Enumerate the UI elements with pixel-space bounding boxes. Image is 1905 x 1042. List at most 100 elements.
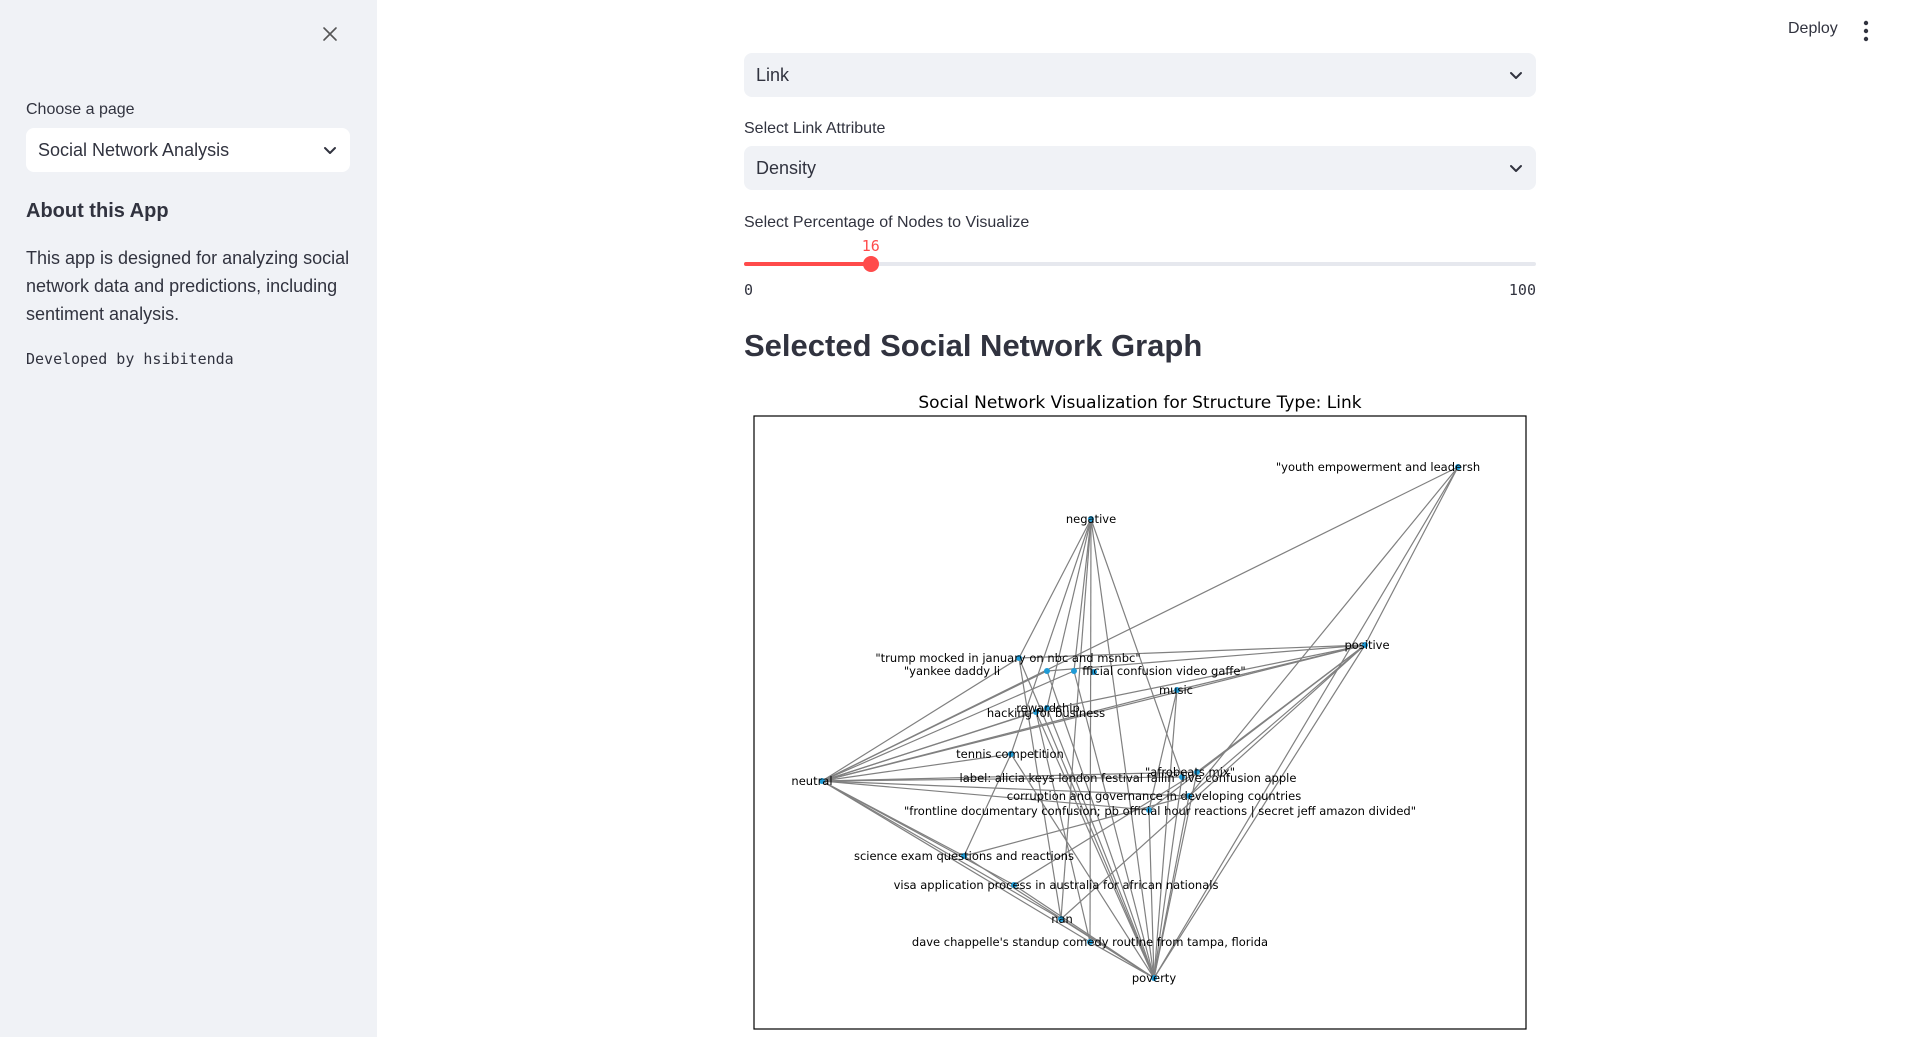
close-icon[interactable] — [318, 22, 342, 46]
graph-edge — [1153, 644, 1366, 979]
graph-node-yankee — [1044, 668, 1050, 674]
graph-edge — [1089, 518, 1092, 943]
percentage-slider[interactable] — [744, 256, 1536, 272]
graph-edge — [1188, 466, 1459, 797]
graph-edge — [1188, 644, 1366, 797]
graph-node-label: "youth empowerment and leadersh — [1276, 460, 1480, 474]
network-graph-figure: Social Network Visualization for Structu… — [744, 388, 1536, 1037]
graph-edge — [1153, 795, 1190, 979]
graph-node-label: label: alicia keys london festival falli… — [960, 771, 1297, 785]
graph-node-corruption — [1186, 793, 1192, 799]
graph-edge — [1073, 518, 1092, 672]
graph-node-rewardship — [1044, 705, 1050, 711]
graph-edge — [1013, 771, 1198, 886]
slider-max-label: 100 — [1508, 281, 1536, 299]
link-attribute-select[interactable]: Density — [744, 146, 1536, 190]
graph-node-label: negative — [1066, 512, 1116, 526]
more-vertical-icon[interactable] — [1858, 18, 1874, 44]
graph-edge — [1018, 518, 1092, 659]
graph-edge — [1153, 466, 1459, 979]
chevron-down-icon — [1508, 67, 1524, 83]
graph-edge — [821, 780, 1190, 797]
graph-edge — [1176, 644, 1366, 691]
graph-node-afrobeats — [1194, 769, 1200, 775]
graph-title: Social Network Visualization for Structu… — [918, 393, 1361, 413]
graph-edge — [1046, 670, 1155, 979]
graph-node-youth — [1455, 464, 1461, 470]
graph-node-label: corruption and governance in developing … — [1007, 789, 1301, 803]
graph-edge — [821, 780, 1062, 920]
graph-edge — [1089, 941, 1155, 979]
graph-node-label: neutral — [791, 774, 832, 788]
graph-node-positive — [1362, 642, 1368, 648]
sidebar: Choose a page Social Network Analysis Ab… — [0, 0, 377, 1037]
graph-edge — [1060, 644, 1366, 920]
graph-frame — [753, 415, 1527, 1030]
graph-edge — [1148, 809, 1155, 979]
graph-node-music — [1174, 687, 1180, 693]
slider-min-label: 0 — [744, 281, 754, 299]
chevron-down-icon — [1508, 160, 1524, 176]
slider-thumb[interactable] — [862, 256, 879, 272]
graph-node-label: dave chappelle's standup comedy routine … — [912, 935, 1268, 949]
graph-edge — [1018, 657, 1155, 979]
graph-edge — [1046, 518, 1092, 709]
graph-edge — [963, 795, 1190, 857]
graph-node-blank1 — [1071, 668, 1077, 674]
graph-edge — [821, 780, 1091, 943]
graph-node-tennis — [1008, 751, 1014, 757]
graph-node-label: science exam questions and reactions — [854, 849, 1074, 863]
graph-node-label: fficial confusion video gaffe" — [1082, 664, 1245, 678]
graph-node-label: nan — [1051, 912, 1073, 926]
graph-node-hacking — [1033, 709, 1039, 715]
graph-node-trump — [1016, 655, 1022, 661]
graph-edge — [1035, 644, 1366, 713]
developer-credit: Developed by hsibitenda — [26, 350, 234, 368]
percentage-label: Select Percentage of Nodes to Visualize — [744, 214, 1030, 231]
graph-edge — [1364, 466, 1459, 646]
graph-node-label: hacking for business — [987, 706, 1105, 720]
about-text: This app is designed for analyzing socia… — [26, 248, 350, 324]
graph-edge — [821, 711, 1037, 782]
graph-edge — [821, 780, 1150, 811]
graph-heading: Selected Social Network Graph — [744, 328, 1203, 363]
choose-page-label: Choose a page — [26, 101, 135, 118]
graph-node-alicia — [1179, 774, 1185, 780]
graph-edge — [821, 771, 1198, 782]
graph-node-science — [961, 853, 967, 859]
page-select[interactable]: Social Network Analysis — [26, 128, 350, 172]
graph-edge — [1060, 918, 1155, 979]
structure-type-select[interactable]: Link — [744, 53, 1536, 97]
graph-node-label: "afrobeats mix" — [1145, 765, 1235, 779]
graph-node-frontline — [1146, 807, 1152, 813]
graph-edge — [1018, 657, 1062, 920]
network-graph: Social Network Visualization for Structu… — [753, 393, 1527, 1030]
page-select-value: Social Network Analysis — [38, 139, 230, 160]
deploy-button[interactable]: Deploy — [1788, 20, 1838, 37]
graph-edge — [821, 689, 1178, 782]
graph-edge — [821, 776, 1183, 782]
slider-fill — [744, 262, 871, 266]
graph-edge — [1148, 689, 1178, 811]
graph-node-label: poverty — [1132, 971, 1176, 985]
graph-edge — [1153, 776, 1183, 979]
slider-value-label: 16 — [861, 237, 880, 255]
graph-edge — [1090, 518, 1155, 979]
graph-edge — [963, 753, 1012, 857]
graph-edge — [821, 657, 1020, 782]
link-attribute-label: Select Link Attribute — [744, 120, 886, 137]
link-attribute-value: Density — [756, 157, 817, 178]
graph-node-negative — [1088, 516, 1094, 522]
graph-node-label: positive — [1344, 638, 1389, 652]
graph-node-dave — [1087, 939, 1093, 945]
graph-edge — [1073, 670, 1155, 979]
graph-node-confusion — [1091, 669, 1097, 675]
graph-edge — [821, 753, 1012, 782]
graph-node-neutral — [819, 778, 825, 784]
graph-node-label: "yankee daddy li — [904, 664, 1000, 678]
graph-edge — [1046, 707, 1155, 979]
graph-node-nan — [1058, 916, 1064, 922]
graph-edge — [1153, 689, 1178, 979]
graph-edge — [1148, 644, 1366, 811]
graph-edge — [1010, 753, 1155, 979]
